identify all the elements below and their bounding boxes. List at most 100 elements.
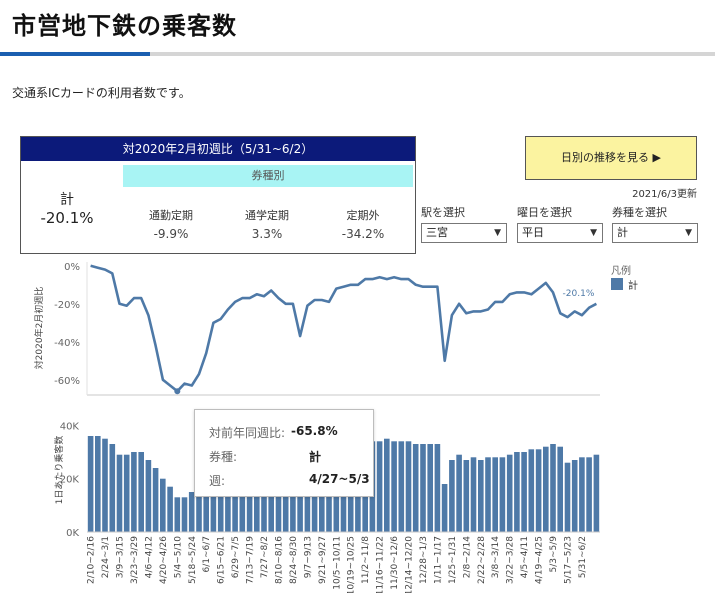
title-underline-accent (0, 52, 150, 56)
title-underline (150, 52, 715, 56)
kpi-col-value: -9.9% (153, 227, 189, 241)
x-tick-label: 5/17~5/23 (564, 536, 574, 584)
line-y-tick-label: -40% (54, 338, 80, 349)
kpi-col-label: 通学定期 (245, 209, 289, 222)
ticket-filter-label: 券種を選択 (612, 206, 667, 219)
kpi-col-value: -34.2% (341, 227, 385, 241)
bar (174, 497, 181, 532)
x-tick-label: 5/31~6/2 (578, 536, 588, 578)
line-series-total (90, 264, 598, 393)
chart-tooltip: 対前年同週比: -65.8% 券種: 計 週: 4/27~5/3 (194, 409, 374, 497)
bar (456, 454, 462, 532)
bar (506, 454, 513, 532)
updated-date: 2021/6/3更新 (632, 189, 697, 200)
x-tick-label: 7/27~8/2 (260, 536, 270, 578)
line-y-axis-label: 対2020年2月初週比 (33, 287, 45, 370)
bar (391, 441, 397, 532)
bar (102, 438, 108, 532)
bar (564, 462, 571, 532)
station-filter: 駅を選択 三宮 ▼ (421, 204, 507, 243)
dropdown-caret-icon: ▼ (685, 228, 692, 238)
x-tick-label: 6/15~6/21 (217, 536, 227, 584)
bar (550, 444, 556, 532)
bar (593, 454, 600, 532)
intro-text: 交通系ICカードの利用者数です。 (12, 86, 191, 100)
tooltip-key: 券種: (209, 450, 238, 464)
x-tick-label: 2/10~2/16 (87, 536, 97, 584)
bar (420, 444, 426, 532)
line-end-label: -20.1% (563, 289, 595, 299)
x-tick-label: 10/5~10/11 (332, 536, 342, 590)
bar (412, 444, 419, 532)
kpi-col-value: 3.3% (251, 227, 283, 241)
bar (478, 460, 484, 532)
dropdown-caret-icon: ▼ (494, 228, 501, 238)
tooltip-key: 対前年同週比: (209, 426, 286, 440)
bar (514, 452, 520, 532)
line-y-tick-label: 0% (64, 262, 80, 273)
bar (196, 489, 202, 532)
kpi-total-label: 計 (60, 192, 74, 208)
station-select[interactable]: 三宮 ▼ (421, 223, 507, 243)
x-tick-label: 8/24~8/30 (289, 536, 299, 584)
weekday-select-value: 平日 (522, 226, 544, 239)
weekday-filter: 曜日を選択 平日 ▼ (517, 204, 603, 243)
bar (160, 478, 166, 532)
bar (405, 441, 412, 532)
bar (167, 486, 173, 532)
x-tick-label: 12/14~12/20 (405, 536, 415, 593)
bar (535, 449, 542, 532)
kpi-commuter-pass: 通勤定期 -9.9% (123, 207, 219, 241)
kpi-student-pass: 通学定期 3.3% (219, 207, 315, 241)
bar (131, 452, 137, 532)
tooltip-row: 対前年同週比: -65.8% (209, 424, 338, 441)
bar (434, 444, 441, 532)
line-y-tick-label: -60% (54, 376, 80, 387)
x-tick-label: 6/1~6/7 (202, 536, 212, 573)
bar (470, 457, 477, 532)
x-tick-label: 11/30~12/6 (390, 536, 400, 590)
kpi-header: 対2020年2月初週比（5/31~6/2） (21, 137, 415, 161)
ticket-select-value: 計 (617, 226, 628, 239)
x-tick-label: 3/22~3/28 (506, 536, 516, 584)
x-tick-label: 11/16~11/22 (376, 536, 386, 593)
bar (557, 446, 563, 532)
bar (463, 460, 470, 532)
bar-y-tick-label: 0K (66, 528, 79, 539)
bar (571, 460, 578, 532)
bar (384, 438, 390, 532)
bar (109, 444, 116, 532)
bar (152, 468, 159, 532)
bar (123, 454, 130, 532)
bar (217, 465, 224, 532)
x-tick-label: 4/20~4/26 (159, 536, 169, 584)
tooltip-key: 週: (209, 474, 226, 488)
bar (579, 457, 585, 532)
bar (181, 497, 188, 532)
bar (427, 444, 433, 532)
bar (499, 457, 506, 532)
x-tick-label: 9/21~9/27 (318, 536, 328, 584)
bar (95, 436, 101, 532)
x-tick-label: 2/8~2/14 (462, 536, 472, 579)
legend-title: 凡例 (611, 266, 631, 277)
line-y-tick-label: -20% (54, 300, 80, 311)
bar (441, 484, 448, 532)
legend-label: 計 (628, 281, 638, 292)
daily-trend-button[interactable]: 日別の推移を見る ▶ (525, 136, 697, 180)
weekday-filter-label: 曜日を選択 (517, 206, 572, 219)
bar (87, 436, 94, 532)
x-tick-label: 6/29~7/5 (231, 536, 241, 578)
bar (203, 484, 209, 532)
ticket-select[interactable]: 計 ▼ (612, 223, 698, 243)
kpi-total-value: -20.1% (40, 209, 94, 227)
x-tick-label: 4/19~4/25 (535, 536, 545, 584)
ticket-filter: 券種を選択 計 ▼ (612, 204, 698, 243)
weekday-select[interactable]: 平日 ▼ (517, 223, 603, 243)
kpi-col-label: 通勤定期 (149, 209, 193, 222)
x-tick-label: 1/11~1/17 (433, 536, 443, 584)
station-select-value: 三宮 (426, 226, 448, 239)
bar (543, 446, 549, 532)
x-tick-label: 5/18~5/24 (188, 536, 198, 584)
